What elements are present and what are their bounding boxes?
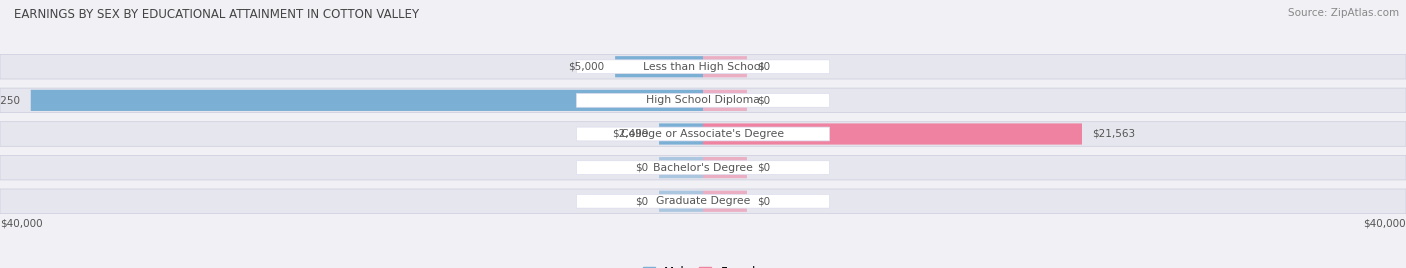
FancyBboxPatch shape [0, 189, 1406, 214]
Text: $0: $0 [636, 196, 648, 206]
FancyBboxPatch shape [0, 122, 1406, 146]
FancyBboxPatch shape [0, 54, 1406, 79]
FancyBboxPatch shape [659, 123, 703, 145]
Legend: Male, Female: Male, Female [643, 266, 763, 268]
FancyBboxPatch shape [0, 155, 1406, 180]
Text: Source: ZipAtlas.com: Source: ZipAtlas.com [1288, 8, 1399, 18]
FancyBboxPatch shape [703, 157, 747, 178]
FancyBboxPatch shape [576, 127, 830, 141]
Text: College or Associate's Degree: College or Associate's Degree [621, 129, 785, 139]
Text: EARNINGS BY SEX BY EDUCATIONAL ATTAINMENT IN COTTON VALLEY: EARNINGS BY SEX BY EDUCATIONAL ATTAINMEN… [14, 8, 419, 21]
FancyBboxPatch shape [576, 161, 830, 174]
Text: Graduate Degree: Graduate Degree [655, 196, 751, 206]
Text: $5,000: $5,000 [568, 62, 605, 72]
FancyBboxPatch shape [703, 56, 747, 77]
FancyBboxPatch shape [576, 60, 830, 74]
FancyBboxPatch shape [703, 123, 1083, 145]
Text: $2,499: $2,499 [612, 129, 648, 139]
Text: $0: $0 [636, 163, 648, 173]
Text: Bachelor's Degree: Bachelor's Degree [652, 163, 754, 173]
Text: $0: $0 [758, 95, 770, 105]
FancyBboxPatch shape [0, 88, 1406, 113]
Text: $0: $0 [758, 163, 770, 173]
FancyBboxPatch shape [614, 56, 703, 77]
FancyBboxPatch shape [659, 191, 703, 212]
FancyBboxPatch shape [703, 90, 747, 111]
Text: $38,250: $38,250 [0, 95, 20, 105]
FancyBboxPatch shape [576, 94, 830, 107]
Text: $21,563: $21,563 [1092, 129, 1136, 139]
Text: High School Diploma: High School Diploma [647, 95, 759, 105]
Text: $0: $0 [758, 196, 770, 206]
FancyBboxPatch shape [31, 90, 703, 111]
Text: $0: $0 [758, 62, 770, 72]
FancyBboxPatch shape [659, 157, 703, 178]
Text: Less than High School: Less than High School [643, 62, 763, 72]
FancyBboxPatch shape [703, 191, 747, 212]
FancyBboxPatch shape [576, 194, 830, 208]
Text: $40,000: $40,000 [1364, 218, 1406, 228]
Text: $40,000: $40,000 [0, 218, 42, 228]
